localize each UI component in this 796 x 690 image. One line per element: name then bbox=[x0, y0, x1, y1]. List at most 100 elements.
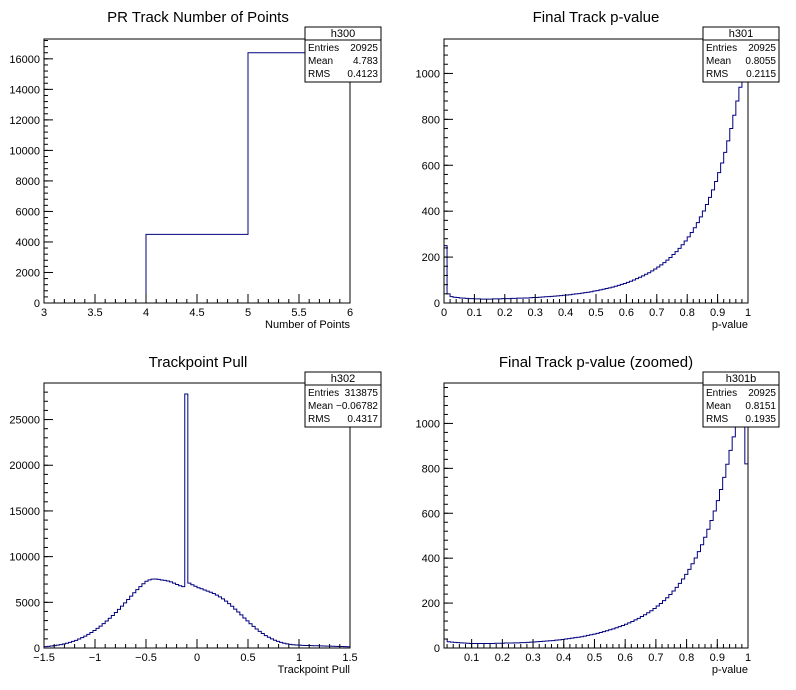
x-tick-label: −1 bbox=[89, 652, 102, 664]
stats-box-frame bbox=[304, 26, 382, 83]
stats-box-frame bbox=[702, 26, 780, 83]
stats-histogram-name: h302 bbox=[331, 373, 355, 385]
stats-box: h300 Entries 20925 Mean 4.783 RMS 0.4123 bbox=[304, 26, 382, 83]
y-tick-label: 8000 bbox=[16, 176, 40, 188]
stats-box: h301 Entries 20925 Mean 0.8055 RMS 0.2115 bbox=[702, 26, 780, 83]
y-tick-label: 15000 bbox=[9, 506, 40, 518]
x-axis-label: Trackpoint Pull bbox=[278, 664, 350, 676]
x-tick-label: 0.6 bbox=[619, 307, 634, 319]
stats-box: h302 Entries 313875 Mean −0.06782 RMS 0.4317 bbox=[304, 371, 382, 428]
x-tick-label: 0.2 bbox=[495, 652, 510, 664]
plot-frame bbox=[43, 382, 351, 649]
y-tick-label: 20000 bbox=[9, 460, 40, 472]
stats-mean-label: Mean bbox=[308, 56, 333, 67]
stats-mean-value: 0.8055 bbox=[745, 56, 776, 67]
x-tick-label: 1 bbox=[745, 307, 751, 319]
x-tick-label: 6 bbox=[347, 307, 353, 319]
stats-entries-label: Entries bbox=[308, 43, 339, 54]
stats-box: h301b Entries 20925 Mean 0.8151 RMS 0.1935 bbox=[702, 371, 780, 428]
x-tick-label: 3 bbox=[41, 307, 47, 319]
x-tick-label: 0.9 bbox=[710, 652, 725, 664]
stats-box-frame bbox=[702, 371, 780, 428]
stats-rms-value: 0.4317 bbox=[347, 414, 378, 425]
y-tick-label: 800 bbox=[422, 463, 440, 475]
y-tick-label: 10000 bbox=[9, 145, 40, 157]
stats-rms-value: 0.4123 bbox=[347, 69, 378, 80]
x-tick-label: 3.5 bbox=[87, 307, 102, 319]
x-tick-label: 0.7 bbox=[648, 652, 663, 664]
y-tick-label: 0 bbox=[34, 298, 40, 310]
histogram-series bbox=[443, 38, 749, 303]
x-tick-label: 1.5 bbox=[342, 652, 357, 664]
histogram-series bbox=[443, 389, 749, 648]
y-tick-label: 0 bbox=[434, 298, 440, 310]
y-tick-label: 0 bbox=[434, 643, 440, 655]
x-tick-label: 0.4 bbox=[556, 652, 571, 664]
x-tick-label: 0.4 bbox=[558, 307, 573, 319]
y-tick-label: 16000 bbox=[9, 54, 40, 66]
stats-rms-label: RMS bbox=[308, 69, 331, 80]
stats-entries-label: Entries bbox=[308, 388, 339, 399]
x-tick-label: 0.3 bbox=[528, 307, 543, 319]
stats-histogram-name: h301 bbox=[729, 28, 753, 40]
x-tick-label: 0.1 bbox=[464, 652, 479, 664]
histogram-panel-h300: PR Track Number of Points 3 3.5 4 4.5 5 5.5 6 0 2… bbox=[9, 9, 382, 331]
stats-histogram-name: h300 bbox=[331, 28, 355, 40]
stats-entries-value: 20925 bbox=[748, 43, 776, 54]
y-tick-label: 800 bbox=[422, 114, 440, 126]
stats-mean-value: −0.06782 bbox=[336, 401, 378, 412]
chart-title: Final Track p-value bbox=[533, 9, 660, 26]
x-tick-label: −1.5 bbox=[33, 652, 55, 664]
y-tick-label: 200 bbox=[422, 252, 440, 264]
stats-mean-value: 0.8151 bbox=[745, 401, 776, 412]
x-tick-label: 0.5 bbox=[240, 652, 255, 664]
stats-rms-label: RMS bbox=[308, 414, 331, 425]
stats-mean-label: Mean bbox=[706, 401, 731, 412]
y-tick-label: 14000 bbox=[9, 84, 40, 96]
x-tick-label: 0.5 bbox=[587, 652, 602, 664]
x-axis-label: Number of Points bbox=[265, 319, 350, 331]
y-tick-label: 2000 bbox=[16, 267, 40, 279]
x-tick-label: 1 bbox=[745, 652, 751, 664]
histogram-panel-h301b: Final Track p-value (zoomed) 0.1 0.2 0.3 0.4… bbox=[416, 354, 780, 676]
stats-rms-label: RMS bbox=[706, 69, 729, 80]
y-tick-label: 600 bbox=[422, 160, 440, 172]
stats-rms-label: RMS bbox=[706, 414, 729, 425]
chart-title: Final Track p-value (zoomed) bbox=[499, 354, 693, 371]
histogram-panel-h301: Final Track p-value 0 0.1 0.2 0.3 0.4 0.5 0.6 0.… bbox=[416, 9, 780, 331]
stats-entries-label: Entries bbox=[706, 388, 737, 399]
stats-histogram-name: h301b bbox=[726, 373, 757, 385]
y-tick-label: 200 bbox=[422, 598, 440, 610]
stats-entries-label: Entries bbox=[706, 43, 737, 54]
y-tick-label: 400 bbox=[422, 206, 440, 218]
y-tick-label: 600 bbox=[422, 508, 440, 520]
x-tick-label: 1 bbox=[296, 652, 302, 664]
y-tick-label: 25000 bbox=[9, 415, 40, 427]
x-tick-label: 0.1 bbox=[467, 307, 482, 319]
plot-frame bbox=[443, 38, 749, 304]
x-tick-label: 0.7 bbox=[649, 307, 664, 319]
chart-title: Trackpoint Pull bbox=[149, 354, 248, 371]
x-tick-label: 0.6 bbox=[618, 652, 633, 664]
stats-entries-value: 313875 bbox=[345, 388, 379, 399]
stats-mean-value: 4.783 bbox=[353, 56, 378, 67]
histogram-series bbox=[43, 393, 351, 648]
x-tick-label: 5.5 bbox=[291, 307, 306, 319]
y-tick-label: 0 bbox=[34, 643, 40, 655]
y-tick-label: 1000 bbox=[416, 418, 440, 430]
stats-rms-value: 0.1935 bbox=[745, 414, 776, 425]
x-tick-label: 0.9 bbox=[710, 307, 725, 319]
x-tick-label: 0.3 bbox=[525, 652, 540, 664]
y-tick-label: 6000 bbox=[16, 206, 40, 218]
plot-frame bbox=[443, 382, 749, 649]
y-tick-label: 1000 bbox=[416, 68, 440, 80]
x-tick-label: 0 bbox=[441, 307, 447, 319]
stats-mean-label: Mean bbox=[308, 401, 333, 412]
x-tick-label: 0.5 bbox=[588, 307, 603, 319]
y-tick-label: 5000 bbox=[16, 597, 40, 609]
x-tick-label: 0.2 bbox=[497, 307, 512, 319]
chart-title: PR Track Number of Points bbox=[107, 9, 289, 26]
stats-entries-value: 20925 bbox=[350, 43, 378, 54]
x-tick-label: −0.5 bbox=[135, 652, 157, 664]
